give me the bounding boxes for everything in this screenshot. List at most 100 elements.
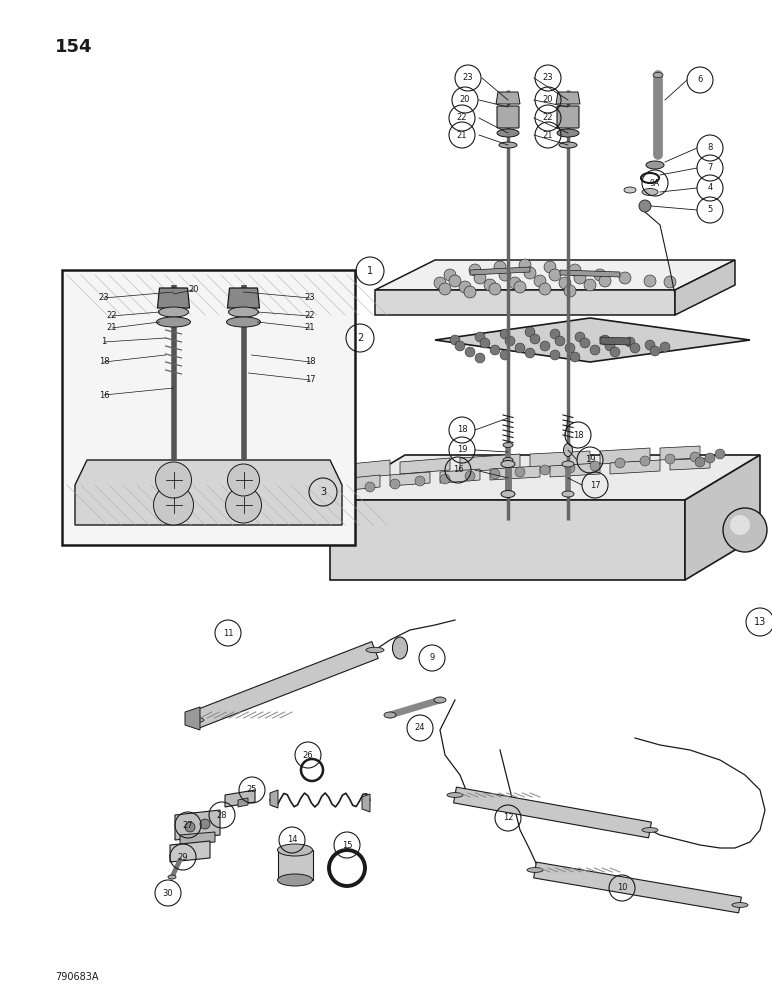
Text: 20: 20 xyxy=(460,96,470,104)
Circle shape xyxy=(665,454,675,464)
Polygon shape xyxy=(375,260,735,290)
Text: 25: 25 xyxy=(247,786,257,794)
Text: 30: 30 xyxy=(163,888,173,898)
Ellipse shape xyxy=(384,712,396,718)
Text: 21: 21 xyxy=(107,324,117,332)
Polygon shape xyxy=(530,451,590,468)
Text: 20: 20 xyxy=(543,96,554,104)
Ellipse shape xyxy=(186,717,204,723)
Polygon shape xyxy=(330,455,760,500)
Text: 18: 18 xyxy=(573,430,584,440)
Circle shape xyxy=(574,272,586,284)
Polygon shape xyxy=(225,790,255,807)
Circle shape xyxy=(484,279,496,291)
Text: 27: 27 xyxy=(183,820,193,830)
Text: 10: 10 xyxy=(617,884,627,892)
Text: 2: 2 xyxy=(357,333,363,343)
Ellipse shape xyxy=(277,844,313,856)
Text: 23: 23 xyxy=(305,294,315,302)
Text: 22: 22 xyxy=(107,312,117,320)
Circle shape xyxy=(600,335,610,345)
Circle shape xyxy=(640,456,650,466)
Text: 17: 17 xyxy=(590,481,601,489)
Text: 19: 19 xyxy=(457,446,467,454)
Polygon shape xyxy=(470,267,530,275)
Text: 1: 1 xyxy=(101,338,107,347)
Circle shape xyxy=(200,819,210,829)
Circle shape xyxy=(455,341,465,351)
Polygon shape xyxy=(675,260,735,315)
Polygon shape xyxy=(560,270,620,277)
Ellipse shape xyxy=(559,142,577,148)
Text: 790683A: 790683A xyxy=(55,972,99,982)
Circle shape xyxy=(549,269,561,281)
Text: 23: 23 xyxy=(462,74,473,83)
Circle shape xyxy=(444,269,456,281)
Text: 18: 18 xyxy=(305,358,315,366)
Circle shape xyxy=(228,464,259,496)
Circle shape xyxy=(559,277,571,289)
Polygon shape xyxy=(496,92,520,104)
Bar xyxy=(62,270,355,545)
Text: 21: 21 xyxy=(305,324,315,332)
Polygon shape xyxy=(180,832,215,845)
Circle shape xyxy=(509,277,521,289)
Ellipse shape xyxy=(434,697,446,703)
Text: 7: 7 xyxy=(707,163,713,172)
Circle shape xyxy=(594,269,606,281)
Circle shape xyxy=(515,343,525,353)
Circle shape xyxy=(524,267,536,279)
Text: 26: 26 xyxy=(303,750,313,760)
Circle shape xyxy=(464,286,476,298)
Polygon shape xyxy=(330,500,685,580)
Circle shape xyxy=(185,822,195,832)
Text: 5: 5 xyxy=(707,206,713,215)
Text: 3: 3 xyxy=(320,487,326,497)
Circle shape xyxy=(500,350,510,360)
Text: 4: 4 xyxy=(707,184,713,192)
Text: 19: 19 xyxy=(584,456,595,464)
Text: 15: 15 xyxy=(342,840,352,850)
Circle shape xyxy=(584,279,596,291)
Ellipse shape xyxy=(527,868,543,872)
Polygon shape xyxy=(75,460,342,525)
Text: 12: 12 xyxy=(503,814,513,822)
Text: 18: 18 xyxy=(457,426,467,434)
Circle shape xyxy=(599,275,611,287)
Circle shape xyxy=(715,449,725,459)
Polygon shape xyxy=(490,466,540,480)
Ellipse shape xyxy=(642,828,658,832)
Ellipse shape xyxy=(447,793,463,797)
Circle shape xyxy=(519,259,531,271)
Circle shape xyxy=(475,332,485,342)
Polygon shape xyxy=(660,446,700,460)
Circle shape xyxy=(465,347,475,357)
Circle shape xyxy=(644,275,656,287)
Circle shape xyxy=(565,343,575,353)
Ellipse shape xyxy=(564,444,573,456)
Circle shape xyxy=(555,336,565,346)
Polygon shape xyxy=(238,798,248,807)
Polygon shape xyxy=(375,290,675,315)
Circle shape xyxy=(544,261,556,273)
Text: 154: 154 xyxy=(55,38,93,56)
Circle shape xyxy=(440,474,450,484)
Circle shape xyxy=(639,200,651,212)
Circle shape xyxy=(480,338,490,348)
Text: 6: 6 xyxy=(697,76,703,85)
Circle shape xyxy=(575,332,585,342)
Polygon shape xyxy=(340,460,390,480)
Polygon shape xyxy=(600,448,650,464)
Circle shape xyxy=(515,467,525,477)
Text: 16: 16 xyxy=(99,390,110,399)
Circle shape xyxy=(730,515,750,535)
Ellipse shape xyxy=(653,73,663,78)
Circle shape xyxy=(615,458,625,468)
Circle shape xyxy=(155,462,191,498)
Circle shape xyxy=(525,327,535,337)
Circle shape xyxy=(664,276,676,288)
Circle shape xyxy=(514,281,526,293)
Circle shape xyxy=(469,264,481,276)
Circle shape xyxy=(154,485,194,525)
Circle shape xyxy=(465,471,475,481)
